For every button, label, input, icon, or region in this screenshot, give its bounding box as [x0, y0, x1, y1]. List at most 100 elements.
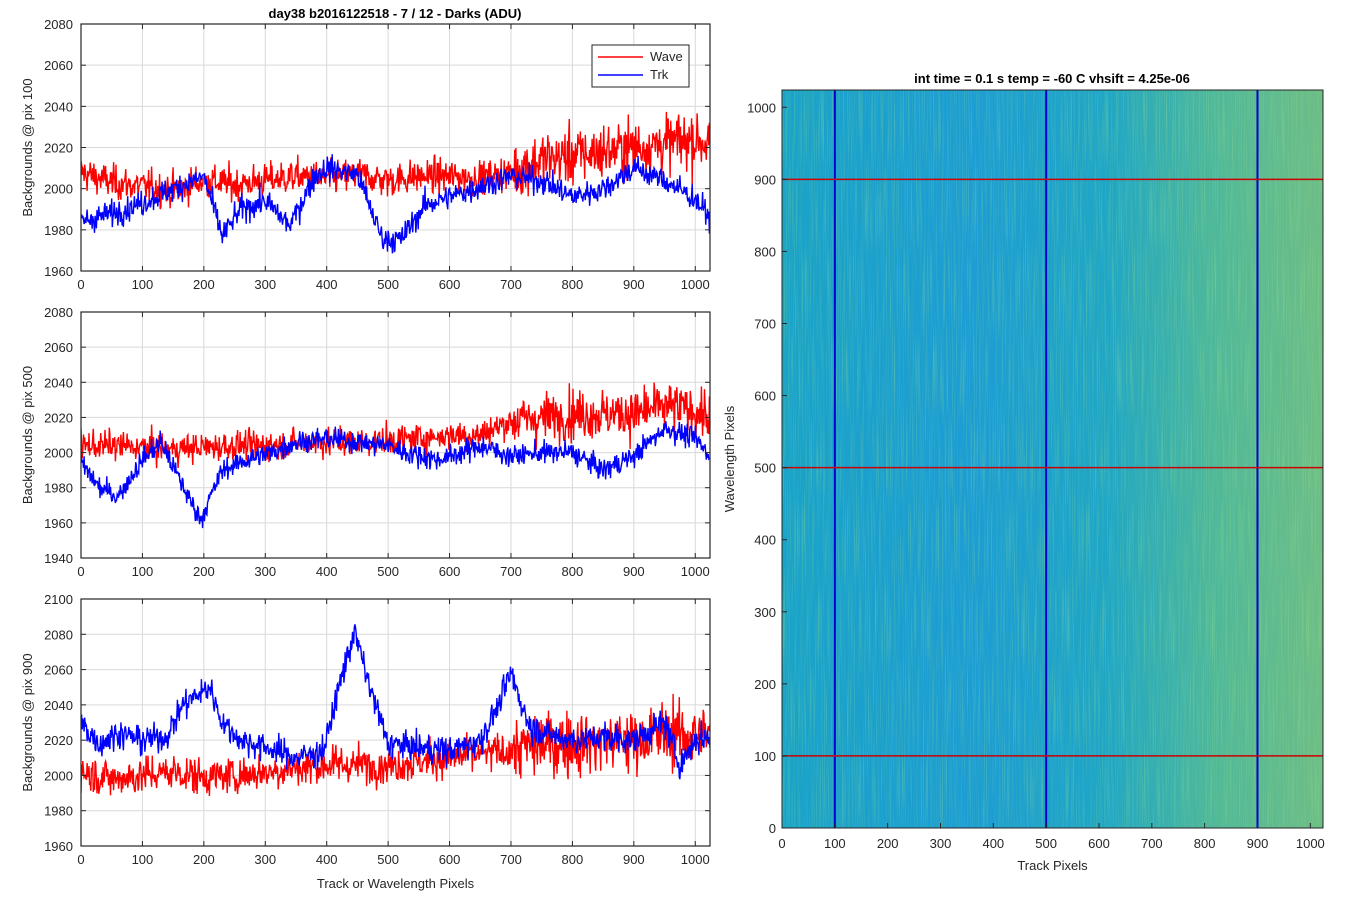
x-axis-label: Track or Wavelength Pixels [317, 876, 475, 891]
plot-pix-500: 0 100 200 300 400 500 600 700 800 900 1000 1940 1960… [20, 305, 711, 579]
y-tick-label: 1960 [44, 516, 73, 531]
y-tick-label: 2060 [44, 663, 73, 678]
x-tick-label: 200 [193, 852, 215, 867]
heatmap-x-tick-label: 1000 [1296, 836, 1325, 851]
y-tick-label: 2000 [44, 768, 73, 783]
y-tick-label: 2040 [44, 99, 73, 114]
x-tick-label: 1000 [681, 564, 710, 579]
x-tick-label: 800 [562, 277, 584, 292]
plot-pix-900: 0 100 200 300 400 500 600 700 800 900 1000 1960 1980… [20, 592, 711, 891]
series-trk-line [81, 421, 710, 529]
y-tick-label: 2020 [44, 141, 73, 156]
image-panel: int time = 0.1 s temp = -60 C vhsift = 4… [722, 71, 1325, 873]
x-tick-label: 500 [377, 852, 399, 867]
x-tick-label: 0 [77, 564, 84, 579]
y-tick-label: 2080 [44, 17, 73, 32]
image-title: int time = 0.1 s temp = -60 C vhsift = 4… [914, 71, 1190, 86]
heatmap-y-tick-label: 600 [754, 389, 776, 404]
legend-wave-label: Wave [650, 49, 683, 64]
x-tick-label: 200 [193, 277, 215, 292]
series-trk-line [81, 624, 710, 780]
x-tick-label: 900 [623, 564, 645, 579]
x-tick-label: 300 [254, 277, 276, 292]
y-tick-label: 2080 [44, 305, 73, 320]
y-tick-label: 1960 [44, 264, 73, 279]
heatmap-axes: 0 100 200 300 400 500 600 700 800 900 1000 0 100 200 3… [722, 89, 1325, 873]
heatmap-y-tick-label: 100 [754, 749, 776, 764]
y-tick-label: 1940 [44, 551, 73, 566]
x-tick-label: 1000 [681, 277, 710, 292]
heatmap-noise [782, 90, 1323, 828]
y-tick-label: 2080 [44, 627, 73, 642]
x-tick-label: 400 [316, 852, 338, 867]
x-tick-label: 0 [77, 852, 84, 867]
y-tick-label: 2100 [44, 592, 73, 607]
x-tick-label: 700 [500, 277, 522, 292]
y-tick-label: 1980 [44, 804, 73, 819]
heatmap-y-tick-label: 200 [754, 677, 776, 692]
x-tick-label: 800 [562, 564, 584, 579]
y-tick-label: 1960 [44, 839, 73, 854]
y-tick-label: 1980 [44, 223, 73, 238]
y-tick-label: 2040 [44, 375, 73, 390]
series-trk-line [81, 154, 710, 254]
x-tick-label: 300 [254, 852, 276, 867]
x-tick-label: 200 [193, 564, 215, 579]
x-tick-label: 100 [132, 852, 154, 867]
heatmap-x-tick-label: 0 [778, 836, 785, 851]
heatmap-x-tick-label: 700 [1141, 836, 1163, 851]
y-axis-label: Backgrounds @ pix 900 [20, 653, 35, 791]
x-tick-label: 600 [439, 277, 461, 292]
x-tick-label: 400 [316, 277, 338, 292]
heatmap-y-tick-label: 700 [754, 317, 776, 332]
x-tick-label: 500 [377, 277, 399, 292]
x-tick-label: 400 [316, 564, 338, 579]
series-wave-line [81, 111, 710, 210]
x-tick-label: 900 [623, 277, 645, 292]
axes-box [80, 311, 711, 559]
heatmap-x-tick-label: 300 [930, 836, 952, 851]
heatmap-y-tick-label: 800 [754, 244, 776, 259]
y-tick-label: 1980 [44, 481, 73, 496]
legend-box [591, 44, 690, 88]
y-tick-label: 2060 [44, 58, 73, 73]
y-tick-label: 2040 [44, 698, 73, 713]
plot-area [81, 312, 710, 558]
heatmap-box [781, 89, 1324, 829]
heatmap-x-tick-label: 100 [824, 836, 846, 851]
heatmap-y-tick-label: 1000 [747, 100, 776, 115]
x-tick-label: 100 [132, 277, 154, 292]
y-axis-label: Backgrounds @ pix 100 [20, 78, 35, 216]
heatmap-y-tick-label: 500 [754, 461, 776, 476]
heatmap-y-tick-label: 0 [769, 821, 776, 836]
heatmap-y-tick-label: 900 [754, 172, 776, 187]
main-title: day38 b2016122518 - 7 / 12 - Darks (ADU) [269, 6, 522, 21]
y-tick-label: 2000 [44, 446, 73, 461]
x-tick-label: 0 [77, 277, 84, 292]
legend: Wave Trk [591, 44, 690, 88]
heatmap-x-axis-label: Track Pixels [1017, 858, 1088, 873]
x-tick-label: 600 [439, 852, 461, 867]
x-tick-label: 700 [500, 852, 522, 867]
heatmap-x-tick-label: 500 [1035, 836, 1057, 851]
legend-trk-label: Trk [650, 67, 669, 82]
x-tick-label: 900 [623, 852, 645, 867]
heatmap-x-tick-label: 800 [1194, 836, 1216, 851]
y-tick-label: 2020 [44, 410, 73, 425]
x-tick-label: 100 [132, 564, 154, 579]
x-tick-label: 700 [500, 564, 522, 579]
x-tick-label: 300 [254, 564, 276, 579]
x-tick-label: 600 [439, 564, 461, 579]
x-tick-label: 500 [377, 564, 399, 579]
heatmap-x-tick-label: 900 [1247, 836, 1269, 851]
x-tick-label: 1000 [681, 852, 710, 867]
heatmap-markers [782, 90, 1323, 828]
heatmap-x-tick-label: 400 [982, 836, 1004, 851]
x-tick-label: 800 [562, 852, 584, 867]
series-wave-line [81, 693, 710, 797]
y-axis-label: Backgrounds @ pix 500 [20, 366, 35, 504]
heatmap-x-tick-label: 600 [1088, 836, 1110, 851]
y-tick-label: 2000 [44, 182, 73, 197]
y-tick-label: 2060 [44, 340, 73, 355]
